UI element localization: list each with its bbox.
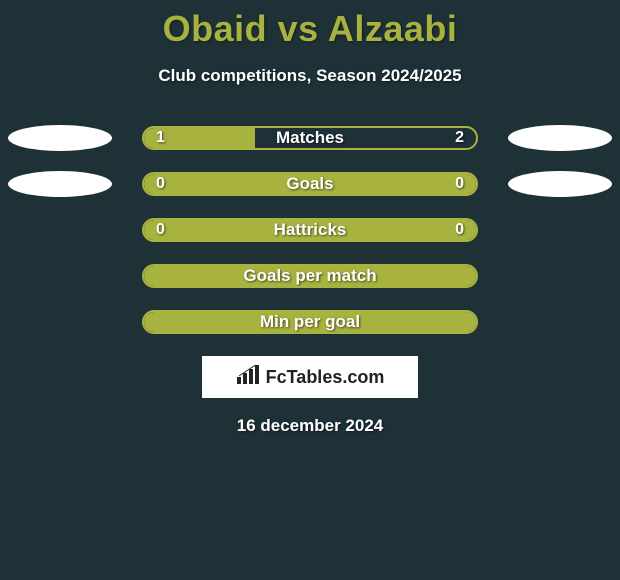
stat-row: Matches12 bbox=[0, 126, 620, 150]
bars-icon bbox=[236, 365, 262, 390]
stat-value-left: 0 bbox=[156, 221, 165, 239]
stat-row: Min per goal bbox=[0, 310, 620, 334]
date-label: 16 december 2024 bbox=[0, 416, 620, 436]
stat-value-left: 1 bbox=[156, 129, 165, 147]
stat-bar: Matches12 bbox=[142, 126, 478, 150]
stat-row: Hattricks00 bbox=[0, 218, 620, 242]
stat-value-left: 0 bbox=[156, 175, 165, 193]
stat-bar: Hattricks00 bbox=[142, 218, 478, 242]
player-right-marker bbox=[508, 125, 612, 151]
player-left-marker bbox=[8, 125, 112, 151]
player-right-marker bbox=[508, 171, 612, 197]
stat-bar-fill-left bbox=[144, 220, 476, 240]
comparison-chart: Matches12Goals00Hattricks00Goals per mat… bbox=[0, 126, 620, 334]
stat-bar-fill-left bbox=[144, 266, 476, 286]
stat-bar: Goals per match bbox=[142, 264, 478, 288]
player-left-marker bbox=[8, 171, 112, 197]
stat-bar-fill-left bbox=[144, 174, 476, 194]
page-title: Obaid vs Alzaabi bbox=[0, 0, 620, 50]
logo-box[interactable]: FcTables.com bbox=[202, 356, 418, 398]
stat-value-right: 0 bbox=[455, 175, 464, 193]
stat-bar: Goals00 bbox=[142, 172, 478, 196]
page-subtitle: Club competitions, Season 2024/2025 bbox=[0, 66, 620, 86]
stat-value-right: 0 bbox=[455, 221, 464, 239]
stat-bar: Min per goal bbox=[142, 310, 478, 334]
stat-value-right: 2 bbox=[455, 129, 464, 147]
logo-text: FcTables.com bbox=[266, 367, 385, 388]
stat-row: Goals00 bbox=[0, 172, 620, 196]
stat-row: Goals per match bbox=[0, 264, 620, 288]
stat-bar-fill-left bbox=[144, 312, 476, 332]
